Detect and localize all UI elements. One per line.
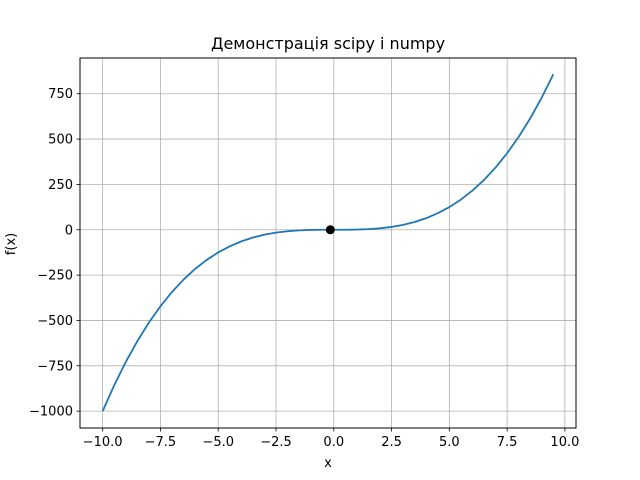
points-layer <box>325 225 335 235</box>
x-axis-ticks: −10.0 −7.5 −5.0 −2.5 0.0 2.5 5.0 7.5 10.0 <box>83 428 579 450</box>
x-axis-label: x <box>324 456 332 471</box>
y-tick-label: −500 <box>37 314 73 329</box>
x-tick-label: −7.5 <box>145 435 177 450</box>
x-tick-label: 2.5 <box>381 435 402 450</box>
plot-frame <box>79 57 577 429</box>
y-tick-label: −1000 <box>29 405 73 420</box>
chart-title: Демонстрація scipy i numpy <box>211 34 445 53</box>
highlight-point <box>325 225 335 235</box>
x-tick-label: −2.5 <box>260 435 292 450</box>
x-tick-label: 7.5 <box>497 435 518 450</box>
y-tick-label: 500 <box>48 133 73 148</box>
y-axis-ticks: −1000 −750 −500 −250 0 250 500 750 <box>29 87 80 420</box>
y-axis-label: f(x) <box>4 233 19 255</box>
x-tick-label: 10.0 <box>550 435 579 450</box>
x-tick-label: 5.0 <box>439 435 460 450</box>
y-tick-label: −250 <box>37 269 73 284</box>
x-tick-label: −10.0 <box>83 435 123 450</box>
x-tick-label: −5.0 <box>202 435 234 450</box>
y-tick-label: 250 <box>48 178 73 193</box>
y-tick-label: 750 <box>48 87 73 102</box>
x-tick-label: 0.0 <box>323 435 344 450</box>
y-tick-label: −750 <box>37 359 73 374</box>
y-tick-label: 0 <box>65 223 73 238</box>
